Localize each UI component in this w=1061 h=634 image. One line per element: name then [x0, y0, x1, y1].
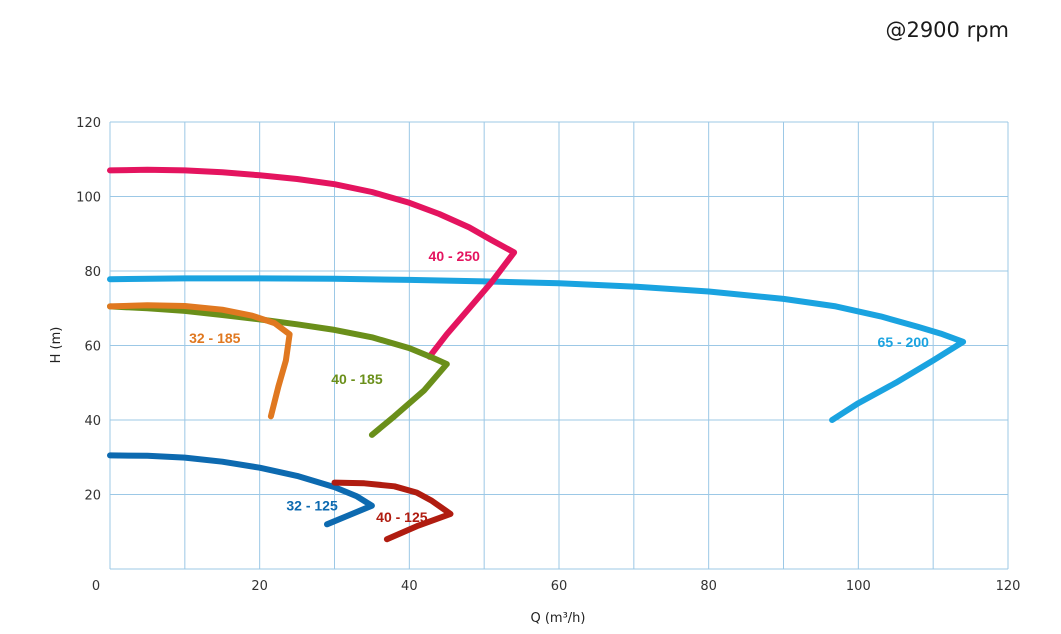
x-tick-label: 80 — [700, 579, 717, 594]
x-tick-label: 100 — [846, 579, 871, 594]
x-tick-label: 20 — [251, 579, 268, 594]
chart-title: @2900 rpm — [885, 18, 1009, 42]
series-label: 40 - 125 — [376, 509, 428, 525]
y-tick-label: 80 — [84, 265, 101, 280]
series-label: 40 - 250 — [429, 248, 481, 264]
series-label: 65 - 200 — [878, 334, 930, 350]
y-axis-label: H (m) — [49, 327, 64, 364]
tick-labels: 0 20 40 60 80 100 120 20 40 60 80 100 120 — [76, 116, 1020, 594]
series-line — [107, 275, 967, 423]
y-tick-label: 60 — [84, 340, 101, 355]
x-tick-label: 0 — [92, 579, 100, 594]
y-tick-label: 40 — [84, 414, 101, 429]
series-line — [107, 302, 293, 420]
series-label: 32 - 125 — [286, 498, 338, 514]
x-tick-label: 120 — [996, 579, 1021, 594]
grid — [109, 121, 1009, 570]
series-label: 32 - 185 — [189, 330, 241, 346]
series-line — [107, 452, 375, 528]
y-tick-label: 100 — [76, 191, 101, 206]
series-line — [107, 303, 450, 438]
y-tick-label: 20 — [84, 489, 101, 504]
series-label: 40 - 185 — [331, 371, 383, 387]
x-tick-label: 40 — [401, 579, 418, 594]
x-tick-label: 60 — [551, 579, 568, 594]
series-line — [107, 166, 518, 360]
series-labels: 65 - 200 40 - 250 40 - 185 32 - 185 32 - 125… — [189, 248, 929, 525]
series-line — [331, 479, 454, 543]
series-group — [107, 166, 967, 543]
x-axis-label: Q (m³/h) — [530, 611, 585, 626]
y-tick-label: 120 — [76, 116, 101, 131]
